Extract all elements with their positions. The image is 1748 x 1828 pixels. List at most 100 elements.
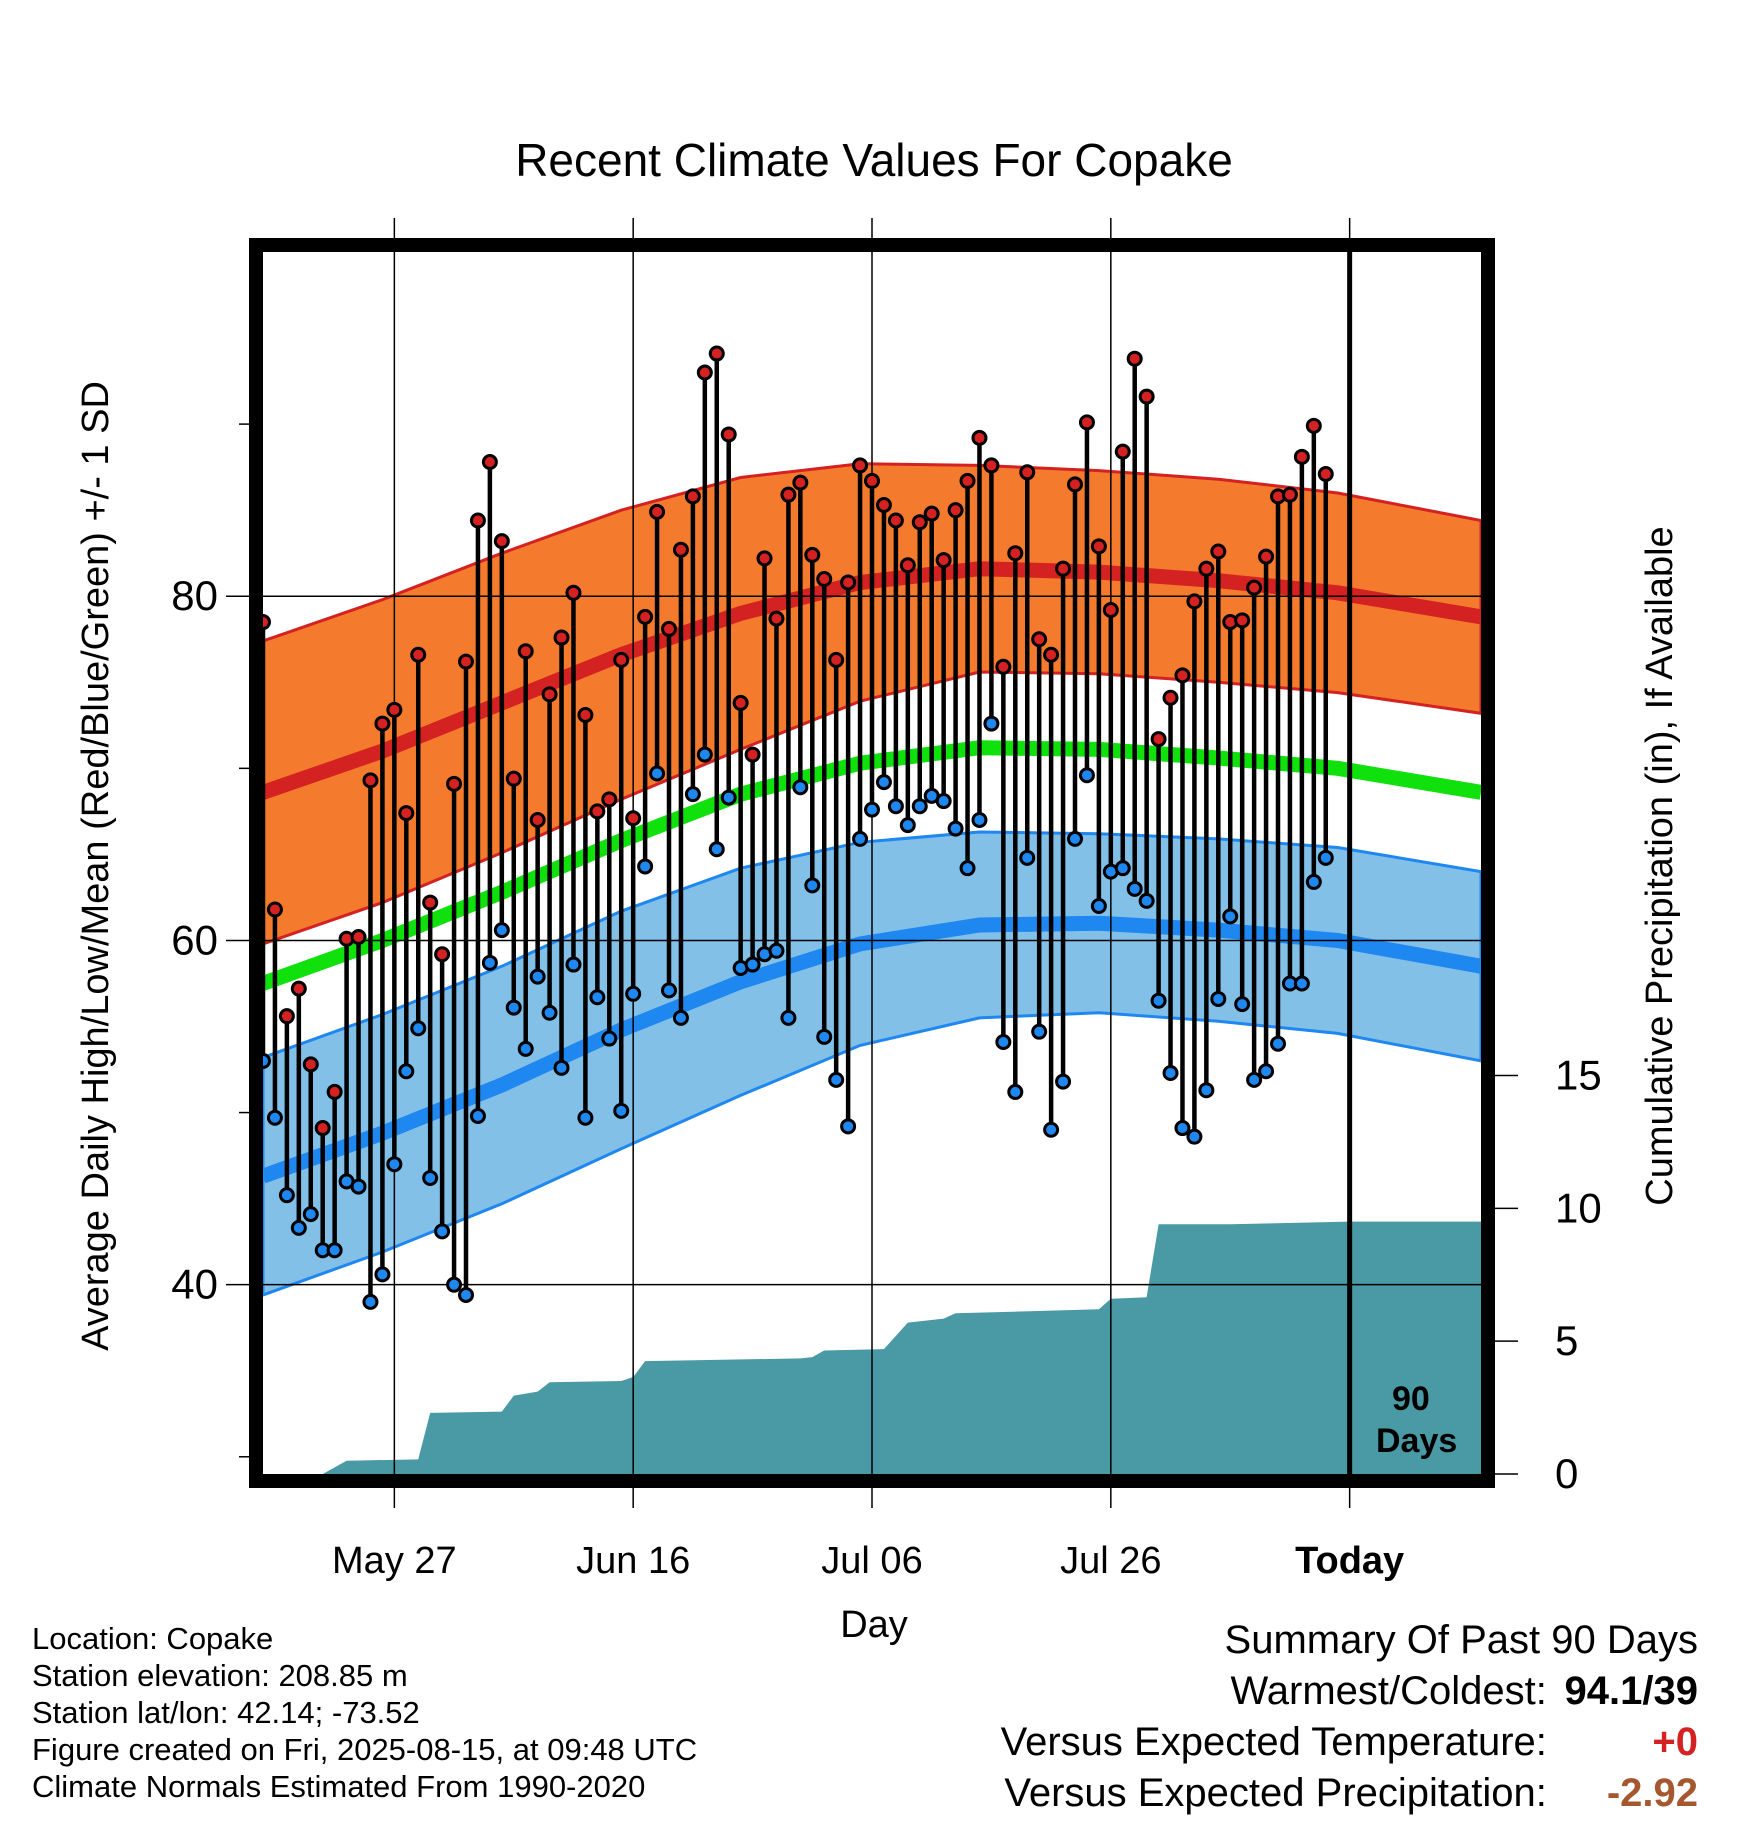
observed-low-point — [1198, 1082, 1215, 1099]
observed-low-point — [266, 1109, 283, 1126]
observed-high-point — [1043, 646, 1060, 663]
observed-low-point — [875, 774, 892, 791]
observed-low-point — [1138, 892, 1155, 909]
observed-low-point — [1067, 830, 1083, 847]
observed-low-point — [828, 1071, 845, 1088]
observed-low-point — [1114, 860, 1131, 877]
observed-high-point — [1102, 601, 1119, 618]
observed-low-point — [864, 801, 880, 818]
observed-low-point — [1055, 1073, 1072, 1090]
x-axis-title: Day — [840, 1604, 908, 1646]
observed-high-point — [1234, 612, 1251, 629]
observed-low-point — [362, 1293, 379, 1310]
observed-high-point — [541, 686, 558, 703]
observed-high-point — [326, 1083, 343, 1100]
observed-high-point — [1317, 466, 1334, 483]
observed-low-point — [971, 811, 988, 828]
x-tick-label: Jun 16 — [576, 1540, 690, 1582]
observed-high-point — [1162, 689, 1179, 706]
observed-low-point — [302, 1206, 319, 1223]
observed-low-point — [720, 789, 737, 806]
summary-panel: Summary Of Past 90 Days Warmest/Coldest:… — [1001, 1615, 1698, 1819]
observed-low-point — [947, 820, 964, 837]
observed-high-point — [983, 457, 1000, 474]
observed-low-point — [1090, 898, 1107, 915]
observed-high-point — [1210, 543, 1227, 560]
observed-high-point — [266, 901, 283, 918]
observed-low-point — [661, 982, 677, 999]
observed-low-point — [263, 1052, 271, 1069]
observed-low-point — [768, 942, 785, 959]
y-axis-title: Average Daily High/Low/Mean (Red/Blue/Gr… — [75, 381, 117, 1351]
observed-high-point — [1126, 350, 1143, 367]
observed-low-point — [589, 989, 606, 1006]
observed-high-point — [263, 614, 271, 631]
observed-high-point — [1305, 417, 1322, 434]
observed-high-point — [386, 701, 403, 718]
observed-high-point — [911, 514, 928, 531]
observed-low-point — [1150, 992, 1167, 1009]
y2-axis-title: Cumulative Precipitation (in), If Availa… — [1639, 526, 1681, 1205]
observed-high-point — [780, 486, 797, 503]
observed-low-point — [1258, 1063, 1275, 1080]
observed-high-point — [422, 894, 439, 911]
observed-high-point — [649, 503, 666, 520]
observed-high-point — [601, 791, 618, 808]
observed-high-point — [290, 980, 307, 997]
observed-low-point — [481, 954, 498, 971]
axis-labels: May 27 Jun 16 Jul 06 Jul 26 Today 40 60 80 0 5 10 1… — [171, 572, 1601, 1582]
normal-low-line — [263, 915, 1481, 1184]
y2-tick-label: 10 — [1555, 1184, 1602, 1231]
observed-high-point — [1007, 545, 1024, 562]
observed-high-point — [1246, 579, 1263, 596]
observed-low-point — [1031, 1023, 1048, 1040]
warmest-value: 94.1/39 — [1564, 1669, 1698, 1713]
today-days-number: 90 — [1392, 1380, 1430, 1418]
observed-low-point — [1174, 1120, 1191, 1137]
observed-high-point — [374, 715, 391, 732]
station-info: Location: Copake Station elevation: 208.… — [32, 1620, 697, 1805]
observed-high-point — [720, 426, 737, 443]
observed-low-point — [959, 860, 976, 877]
plot-frame — [249, 238, 1495, 1488]
observed-high-point — [887, 512, 904, 529]
x-tick-label: Jul 26 — [1060, 1540, 1161, 1582]
observed-low-point — [434, 1223, 451, 1240]
observed-high-point — [1055, 560, 1072, 577]
warmest-label: Warmest/Coldest: — [1230, 1669, 1547, 1713]
observed-high-point — [995, 658, 1012, 675]
observed-high-point — [589, 803, 606, 820]
observed-low-point — [887, 798, 904, 815]
observed-high-point — [1138, 388, 1155, 405]
observed-low-point — [780, 1009, 797, 1026]
observed-low-point — [458, 1287, 474, 1304]
observed-high-point — [816, 571, 833, 588]
observed-low-point — [1234, 996, 1251, 1013]
y2-tick-label: 0 — [1555, 1450, 1578, 1497]
observed-high-point — [959, 472, 976, 489]
observed-high-point — [864, 472, 880, 489]
observed-low-point — [350, 1178, 367, 1195]
elevation-text: Station elevation: 208.85 m — [32, 1658, 408, 1693]
observed-low-point — [935, 793, 952, 810]
observed-low-point — [577, 1109, 594, 1126]
observed-temps — [263, 345, 1334, 1310]
observed-high-point — [828, 651, 845, 668]
observed-low-point — [278, 1187, 295, 1204]
observed-high-point — [840, 574, 857, 591]
y-tick-label: 80 — [171, 572, 218, 619]
observed-high-point — [481, 453, 498, 470]
observed-low-point — [386, 1156, 403, 1173]
y2-tick-label: 15 — [1555, 1052, 1602, 1099]
observed-low-point — [1270, 1035, 1286, 1052]
observed-low-point — [1293, 975, 1310, 992]
observed-high-point — [947, 502, 964, 519]
observed-low-point — [840, 1118, 857, 1135]
normals-text: Climate Normals Estimated From 1990-2020 — [32, 1769, 646, 1804]
observed-high-point — [672, 541, 689, 558]
y2-tick-label: 5 — [1555, 1317, 1578, 1364]
observed-high-point — [1031, 631, 1048, 648]
observed-high-point — [875, 497, 892, 514]
observed-low-point — [505, 999, 522, 1016]
observed-high-point — [1174, 667, 1191, 684]
